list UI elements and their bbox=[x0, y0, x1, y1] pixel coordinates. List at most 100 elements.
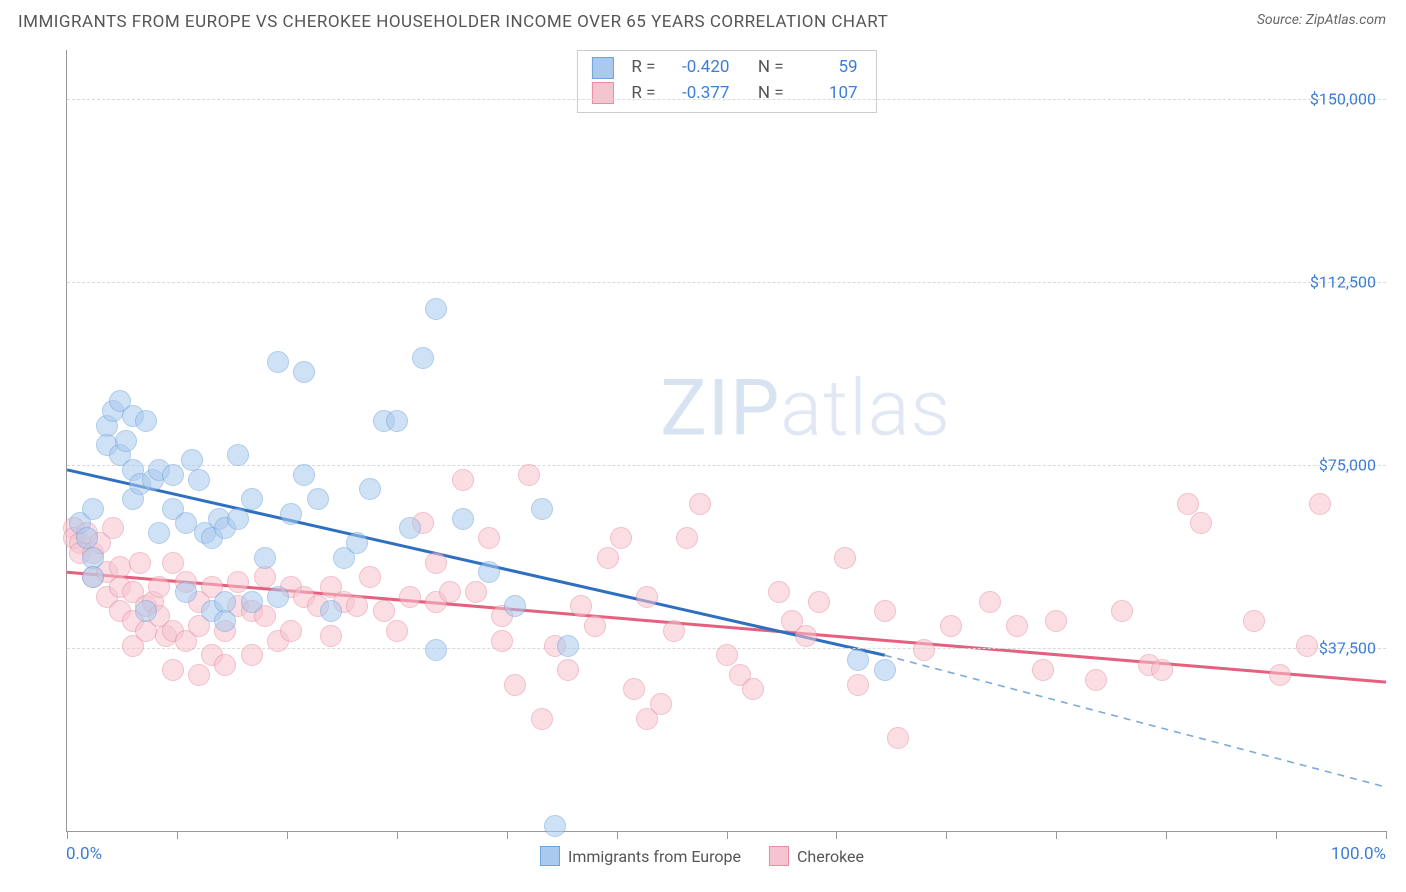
data-point-cherokee bbox=[320, 625, 342, 647]
data-point-europe bbox=[293, 464, 315, 486]
data-point-europe bbox=[346, 532, 368, 554]
legend-item-cherokee: Cherokee bbox=[769, 846, 864, 866]
data-point-cherokee bbox=[940, 615, 962, 637]
data-point-cherokee bbox=[102, 517, 124, 539]
x-tick bbox=[1276, 831, 1277, 839]
data-point-cherokee bbox=[1032, 659, 1054, 681]
regression-lines bbox=[67, 50, 1386, 831]
data-point-cherokee bbox=[188, 664, 210, 686]
r-label-0: R = bbox=[631, 55, 655, 81]
swatch-cherokee bbox=[591, 82, 613, 104]
data-point-cherokee bbox=[346, 595, 368, 617]
x-axis-min-label: 0.0% bbox=[66, 844, 102, 864]
data-point-cherokee bbox=[584, 615, 606, 637]
x-tick bbox=[727, 831, 728, 839]
data-point-europe bbox=[359, 478, 381, 500]
data-point-europe bbox=[307, 488, 329, 510]
data-point-europe bbox=[847, 649, 869, 671]
data-point-cherokee bbox=[1006, 615, 1028, 637]
data-point-cherokee bbox=[887, 727, 909, 749]
data-point-cherokee bbox=[689, 493, 711, 515]
x-tick bbox=[507, 831, 508, 839]
data-point-cherokee bbox=[1085, 669, 1107, 691]
series-legend: Immigrants from Europe Cherokee bbox=[540, 846, 864, 866]
data-point-cherokee bbox=[518, 464, 540, 486]
data-point-europe bbox=[241, 488, 263, 510]
data-point-cherokee bbox=[1111, 600, 1133, 622]
data-point-cherokee bbox=[716, 644, 738, 666]
data-point-cherokee bbox=[1243, 610, 1265, 632]
data-point-europe bbox=[557, 635, 579, 657]
swatch-europe-icon bbox=[540, 846, 560, 866]
legend-label-cherokee: Cherokee bbox=[797, 847, 864, 866]
data-point-europe bbox=[82, 566, 104, 588]
x-tick bbox=[177, 831, 178, 839]
n-value-1: 107 bbox=[794, 81, 858, 107]
y-tick-label: $75,000 bbox=[1319, 455, 1376, 474]
source-credit: Source: ZipAtlas.com bbox=[1257, 12, 1386, 28]
data-point-europe bbox=[412, 347, 434, 369]
data-point-europe bbox=[115, 430, 137, 452]
gridline-h bbox=[67, 465, 1386, 466]
data-point-cherokee bbox=[386, 620, 408, 642]
data-point-europe bbox=[544, 815, 566, 837]
data-point-cherokee bbox=[636, 586, 658, 608]
data-point-europe bbox=[135, 600, 157, 622]
data-point-cherokee bbox=[847, 674, 869, 696]
data-point-cherokee bbox=[663, 620, 685, 642]
r-value-0: -0.420 bbox=[665, 55, 729, 81]
data-point-cherokee bbox=[874, 600, 896, 622]
y-tick-label: $112,500 bbox=[1310, 272, 1376, 291]
data-point-cherokee bbox=[570, 595, 592, 617]
data-point-europe bbox=[162, 464, 184, 486]
data-point-europe bbox=[148, 522, 170, 544]
source-prefix: Source: bbox=[1257, 12, 1306, 28]
page-title: IMMIGRANTS FROM EUROPE VS CHEROKEE HOUSE… bbox=[18, 12, 888, 32]
data-point-europe bbox=[175, 581, 197, 603]
data-point-cherokee bbox=[1296, 635, 1318, 657]
data-point-cherokee bbox=[557, 659, 579, 681]
x-tick bbox=[617, 831, 618, 839]
data-point-cherokee bbox=[1177, 493, 1199, 515]
data-point-europe bbox=[175, 512, 197, 534]
x-tick bbox=[67, 831, 68, 839]
data-point-cherokee bbox=[148, 576, 170, 598]
data-point-cherokee bbox=[597, 547, 619, 569]
data-point-cherokee bbox=[280, 620, 302, 642]
data-point-europe bbox=[504, 595, 526, 617]
data-point-europe bbox=[399, 517, 421, 539]
r-value-1: -0.377 bbox=[665, 81, 729, 107]
data-point-cherokee bbox=[504, 674, 526, 696]
data-point-europe bbox=[82, 498, 104, 520]
data-point-cherokee bbox=[373, 600, 395, 622]
data-point-cherokee bbox=[768, 581, 790, 603]
n-value-0: 59 bbox=[794, 55, 858, 81]
legend-row-cherokee: R = -0.377 N = 107 bbox=[591, 81, 857, 107]
data-point-cherokee bbox=[129, 552, 151, 574]
data-point-europe bbox=[386, 410, 408, 432]
data-point-cherokee bbox=[399, 586, 421, 608]
swatch-europe bbox=[591, 57, 613, 79]
data-point-europe bbox=[425, 298, 447, 320]
scatter-plot: ZIPatlas R = -0.420 N = 59 R = -0.377 N … bbox=[66, 50, 1386, 832]
source-name: ZipAtlas.com bbox=[1306, 12, 1386, 28]
n-label-0: N = bbox=[758, 55, 784, 81]
gridline-h bbox=[67, 282, 1386, 283]
legend-label-europe: Immigrants from Europe bbox=[568, 847, 741, 866]
swatch-cherokee-icon bbox=[769, 846, 789, 866]
x-axis-max-label: 100.0% bbox=[1331, 844, 1386, 864]
data-point-cherokee bbox=[359, 566, 381, 588]
r-label-1: R = bbox=[631, 81, 655, 107]
correlation-legend: R = -0.420 N = 59 R = -0.377 N = 107 bbox=[576, 50, 876, 113]
data-point-europe bbox=[478, 561, 500, 583]
data-point-europe bbox=[320, 600, 342, 622]
chart-container: Householder Income Over 65 years ZIPatla… bbox=[18, 50, 1386, 870]
data-point-cherokee bbox=[214, 654, 236, 676]
data-point-cherokee bbox=[452, 469, 474, 491]
y-tick-label: $150,000 bbox=[1310, 89, 1376, 108]
data-point-cherokee bbox=[241, 644, 263, 666]
data-point-cherokee bbox=[808, 591, 830, 613]
x-tick bbox=[1056, 831, 1057, 839]
y-tick-label: $37,500 bbox=[1319, 638, 1376, 657]
data-point-cherokee bbox=[439, 581, 461, 603]
